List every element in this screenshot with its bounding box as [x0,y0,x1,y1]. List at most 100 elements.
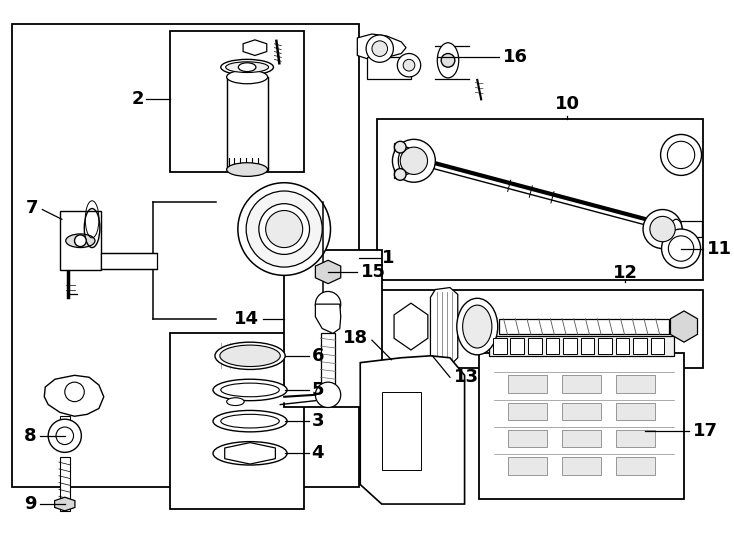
Bar [489,336,675,356]
Text: 11: 11 [708,240,733,258]
Polygon shape [54,497,75,511]
Bar [60,416,70,440]
Circle shape [397,53,421,77]
Bar [321,333,335,400]
Bar [562,375,601,393]
Circle shape [316,382,341,408]
Bar [377,289,703,368]
Ellipse shape [221,59,274,75]
Text: 17: 17 [693,422,718,440]
Ellipse shape [213,379,287,401]
Bar [562,403,601,420]
Polygon shape [44,375,103,416]
Bar [562,430,601,448]
Ellipse shape [215,342,285,369]
Bar [633,338,647,354]
Polygon shape [225,443,275,464]
Bar [509,375,548,393]
Text: 2: 2 [131,90,144,109]
Bar [367,57,411,79]
Bar [170,333,304,509]
Bar [563,338,577,354]
Ellipse shape [246,191,322,267]
Ellipse shape [227,163,268,177]
Polygon shape [316,260,341,284]
Text: 3: 3 [311,412,324,430]
Text: 4: 4 [311,444,324,462]
Polygon shape [357,34,406,60]
Ellipse shape [219,345,280,367]
Ellipse shape [239,63,256,72]
Bar [60,457,70,511]
Bar [60,212,101,270]
Polygon shape [670,311,697,342]
Polygon shape [316,304,341,333]
Bar [545,338,559,354]
Bar [528,338,542,354]
Circle shape [393,139,435,182]
Circle shape [643,210,682,248]
Bar [509,403,548,420]
Bar [101,253,157,269]
Polygon shape [360,356,465,504]
Text: 14: 14 [234,310,259,328]
Ellipse shape [462,305,492,348]
Ellipse shape [399,147,414,174]
Bar [509,457,548,475]
Circle shape [65,382,84,402]
Bar [153,202,323,319]
Bar [435,46,470,79]
Ellipse shape [213,410,287,432]
Ellipse shape [221,383,280,397]
Bar [479,353,684,499]
Bar [616,430,655,448]
Bar [170,31,304,172]
Text: 9: 9 [24,495,37,513]
Ellipse shape [661,229,700,268]
Bar [616,403,655,420]
Bar [616,338,629,354]
Ellipse shape [238,183,330,275]
Polygon shape [430,288,458,366]
Ellipse shape [221,414,280,428]
Ellipse shape [213,442,287,465]
Bar [562,457,601,475]
Bar [227,77,268,170]
Bar [509,430,548,448]
Bar [598,338,612,354]
Polygon shape [243,40,266,56]
Circle shape [394,168,406,180]
Bar [493,338,506,354]
Text: 16: 16 [503,49,528,66]
Bar [284,251,382,407]
Text: 7: 7 [26,199,38,217]
Ellipse shape [225,62,269,72]
Ellipse shape [437,43,459,78]
Ellipse shape [316,292,341,317]
Circle shape [48,419,81,453]
Circle shape [403,59,415,71]
Text: 8: 8 [24,427,37,445]
Circle shape [441,53,455,67]
Circle shape [400,147,427,174]
Bar [616,375,655,393]
Ellipse shape [457,298,498,355]
Circle shape [56,427,73,444]
Bar [651,338,664,354]
Ellipse shape [66,234,95,247]
Bar [12,24,359,488]
Text: 6: 6 [311,347,324,365]
Bar [680,221,702,237]
Circle shape [366,35,393,62]
Ellipse shape [669,236,694,261]
Text: 1: 1 [382,249,394,267]
Bar [498,319,669,334]
Circle shape [75,235,86,247]
Text: 12: 12 [613,264,638,282]
Ellipse shape [661,134,702,176]
Circle shape [372,41,388,57]
Ellipse shape [227,70,268,84]
Bar [382,392,421,470]
Bar [616,457,655,475]
Bar [377,119,703,280]
